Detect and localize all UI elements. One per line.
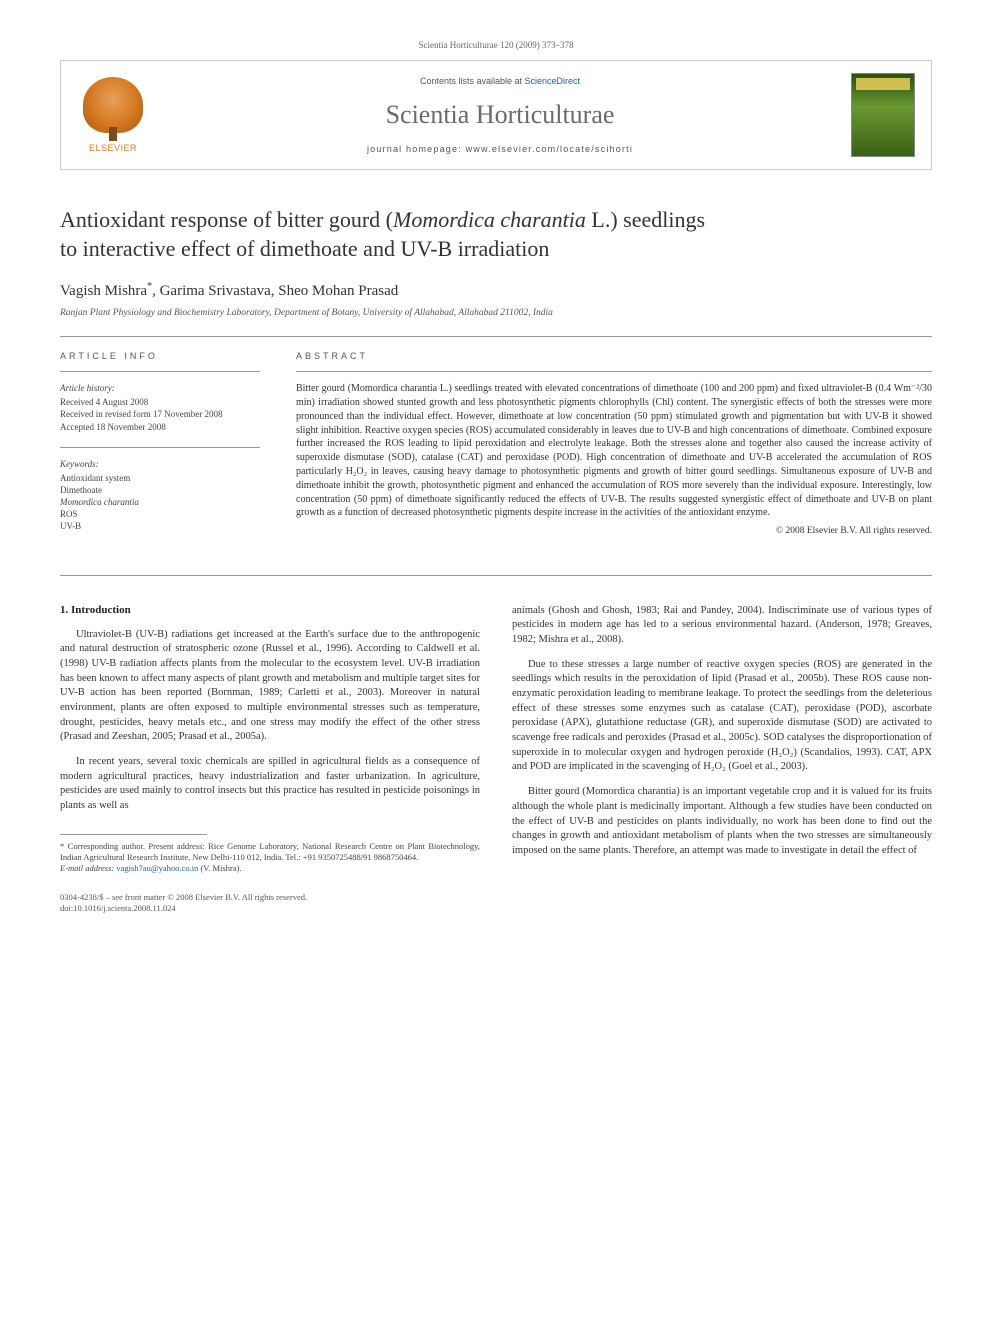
doi-line: doi:10.1016/j.scienta.2008.11.024 — [60, 903, 480, 914]
banner-center: Contents lists available at ScienceDirec… — [165, 76, 835, 154]
column-right: animals (Ghosh and Ghosh, 1983; Rai and … — [512, 604, 932, 914]
corresponding-author-footnote: * Corresponding author. Present address:… — [60, 841, 480, 863]
info-rule-1 — [60, 371, 260, 372]
author-1: Vagish Mishra — [60, 283, 147, 299]
divider-rule-2 — [60, 575, 932, 576]
article-info-heading: ARTICLE INFO — [60, 351, 260, 361]
footnote-rule — [60, 834, 207, 835]
body-paragraph: animals (Ghosh and Ghosh, 1983; Rai and … — [512, 604, 932, 648]
section-1-heading: 1. Introduction — [60, 604, 480, 616]
keywords-block: Keywords: Antioxidant system Dimethoate … — [60, 458, 260, 533]
divider-rule — [60, 336, 932, 337]
corr-star: * — [147, 281, 152, 292]
email-link[interactable]: vagish7au@yahoo.co.in — [116, 863, 198, 873]
email-footnote: E-mail address: vagish7au@yahoo.co.in (V… — [60, 863, 480, 874]
email-who: (V. Mishra). — [198, 863, 241, 873]
title-part1: Antioxidant response of bitter gourd ( — [60, 207, 393, 232]
abstract-text: Bitter gourd (Momordica charantia L.) se… — [296, 382, 932, 520]
homepage-prefix: journal homepage: — [367, 144, 466, 154]
column-left: 1. Introduction Ultraviolet-B (UV-B) rad… — [60, 604, 480, 914]
history-revised: Received in revised form 17 November 200… — [60, 408, 260, 420]
keywords-heading: Keywords: — [60, 458, 260, 470]
publisher-name: ELSEVIER — [89, 143, 137, 153]
journal-homepage-line: journal homepage: www.elsevier.com/locat… — [165, 144, 835, 154]
page-root: Scientia Horticulturae 120 (2009) 373–37… — [0, 0, 992, 944]
history-accepted: Accepted 18 November 2008 — [60, 421, 260, 433]
abstract-heading: ABSTRACT — [296, 351, 932, 361]
title-species: Momordica charantia — [393, 207, 586, 232]
article-title: Antioxidant response of bitter gourd (Mo… — [60, 206, 932, 263]
affiliation: Ranjan Plant Physiology and Biochemistry… — [60, 308, 932, 318]
article-info-column: ARTICLE INFO Article history: Received 4… — [60, 351, 260, 546]
body-paragraph: Due to these stresses a large number of … — [512, 658, 932, 776]
abstract-copyright: © 2008 Elsevier B.V. All rights reserved… — [296, 526, 932, 536]
body-columns: 1. Introduction Ultraviolet-B (UV-B) rad… — [60, 604, 932, 914]
keyword-item: ROS — [60, 508, 260, 520]
journal-name: Scientia Horticulturae — [165, 100, 835, 130]
contents-prefix: Contents lists available at — [420, 76, 525, 86]
elsevier-logo: ELSEVIER — [77, 75, 149, 155]
abstract-column: ABSTRACT Bitter gourd (Momordica charant… — [296, 351, 932, 546]
title-part2: to interactive effect of dimethoate and … — [60, 236, 549, 261]
keyword-item: Antioxidant system — [60, 472, 260, 484]
keyword-item: Dimethoate — [60, 484, 260, 496]
journal-banner: ELSEVIER Contents lists available at Sci… — [60, 60, 932, 170]
info-rule-2 — [60, 447, 260, 448]
keyword-item: UV-B — [60, 520, 260, 532]
keywords-list: Antioxidant system Dimethoate Momordica … — [60, 472, 260, 533]
author-3: Sheo Mohan Prasad — [278, 283, 398, 299]
author-2: Garima Srivastava — [160, 283, 271, 299]
sciencedirect-link[interactable]: ScienceDirect — [525, 76, 581, 86]
body-paragraph: Bitter gourd (Momordica charantia) is an… — [512, 785, 932, 858]
keyword-item: Momordica charantia — [60, 496, 260, 508]
title-part1-end: L.) seedlings — [586, 207, 705, 232]
homepage-url: www.elsevier.com/locate/scihorti — [466, 144, 633, 154]
bottom-meta: 0304-4238/$ – see front matter © 2008 El… — [60, 892, 480, 914]
elsevier-tree-icon — [83, 77, 143, 133]
info-abstract-row: ARTICLE INFO Article history: Received 4… — [60, 351, 932, 546]
issn-line: 0304-4238/$ – see front matter © 2008 El… — [60, 892, 480, 903]
contents-available-line: Contents lists available at ScienceDirec… — [165, 76, 835, 86]
history-heading: Article history: — [60, 382, 260, 394]
authors-line: Vagish Mishra*, Garima Srivastava, Sheo … — [60, 281, 932, 300]
article-history-block: Article history: Received 4 August 2008 … — [60, 382, 260, 433]
journal-cover-thumb — [851, 73, 915, 157]
body-paragraph: In recent years, several toxic chemicals… — [60, 755, 480, 814]
history-received: Received 4 August 2008 — [60, 396, 260, 408]
title-block: Antioxidant response of bitter gourd (Mo… — [60, 206, 932, 318]
running-head: Scientia Horticulturae 120 (2009) 373–37… — [60, 40, 932, 50]
body-paragraph: Ultraviolet-B (UV-B) radiations get incr… — [60, 628, 480, 746]
abstract-rule — [296, 371, 932, 372]
email-label: E-mail address: — [60, 863, 116, 873]
